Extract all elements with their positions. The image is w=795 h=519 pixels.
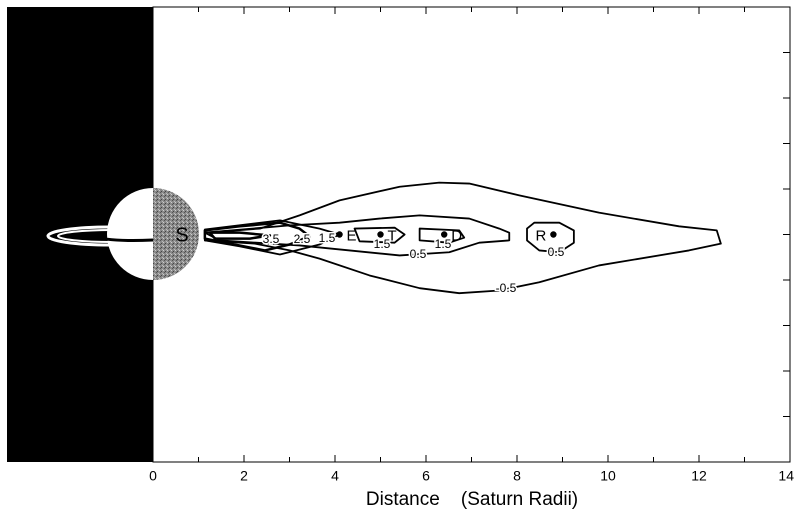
moon (377, 231, 384, 238)
contour-line (203, 221, 311, 252)
contour-line (418, 227, 466, 244)
x-tick-label: 8 (513, 468, 521, 484)
x-tick-label: 14 (778, 468, 794, 484)
moon-label: T (388, 227, 397, 244)
x-tick-label: 12 (691, 468, 707, 484)
contour-label: 3.5 (263, 232, 280, 246)
contour-label: 1.5 (435, 237, 452, 251)
moon-label: D (451, 227, 462, 244)
contour-label: 0.5 (410, 247, 427, 261)
x-tick-label: 4 (331, 468, 339, 484)
x-tick-label: 0 (149, 468, 157, 484)
moon-label: R (536, 227, 547, 244)
contour-line (203, 181, 722, 295)
contour-label: 1.5 (374, 237, 391, 251)
saturn: S (46, 188, 199, 280)
contour-line (526, 221, 575, 254)
moon (336, 231, 343, 238)
contour-label: 0.5 (548, 245, 565, 259)
x-tick-label: 10 (600, 468, 616, 484)
moon (441, 231, 448, 238)
contour-line (353, 226, 406, 244)
moon-label: E (347, 227, 357, 244)
contour-label: -0.5 (496, 281, 517, 295)
x-tick-label: 6 (422, 468, 430, 484)
contour-line (203, 214, 511, 257)
contour-line (203, 219, 341, 256)
contour-label: 1.5 (319, 231, 336, 245)
x-tick-label: 2 (240, 468, 248, 484)
planet-label: S (175, 224, 188, 246)
moon (550, 231, 557, 238)
x-axis-title: Distance (Saturn Radii) (366, 489, 578, 510)
contour-label: 2.5 (294, 232, 311, 246)
contour-line (208, 231, 272, 240)
